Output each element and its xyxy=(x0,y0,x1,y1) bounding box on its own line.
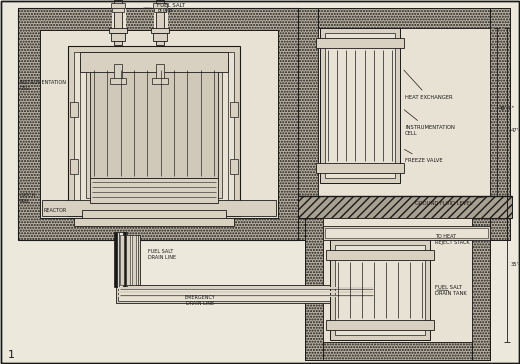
Bar xyxy=(74,218,234,226)
Bar xyxy=(126,235,130,285)
Text: REACTOR: REACTOR xyxy=(44,208,67,213)
Bar xyxy=(118,291,373,293)
Bar xyxy=(114,64,122,82)
Bar xyxy=(298,8,318,240)
Bar xyxy=(114,0,122,45)
Bar xyxy=(316,38,404,48)
Text: TO HEAT
REJECT STACK: TO HEAT REJECT STACK xyxy=(435,234,470,245)
Bar xyxy=(82,210,226,220)
Text: HEAT EXCHANGER: HEAT EXCHANGER xyxy=(404,70,452,100)
Bar xyxy=(152,78,168,84)
Text: INSTRUMENTATION
CELL: INSTRUMENTATION CELL xyxy=(20,80,67,91)
Bar xyxy=(490,8,510,240)
Bar xyxy=(118,287,373,289)
Bar xyxy=(42,200,276,216)
Bar xyxy=(305,342,490,360)
Bar xyxy=(230,159,238,174)
Text: 48'-0": 48'-0" xyxy=(499,106,515,111)
Bar xyxy=(118,295,373,297)
Bar xyxy=(153,33,167,41)
Text: 1: 1 xyxy=(8,350,15,360)
Bar xyxy=(68,46,240,216)
Text: GROUND FLUID LEVEL: GROUND FLUID LEVEL xyxy=(415,197,487,206)
Bar xyxy=(298,196,512,218)
Bar xyxy=(116,235,140,285)
Bar xyxy=(318,8,490,28)
Bar xyxy=(352,301,368,320)
Text: FUEL SALT
PUMP: FUEL SALT PUMP xyxy=(144,3,185,14)
Bar xyxy=(111,33,125,41)
Bar xyxy=(40,30,278,218)
Bar xyxy=(111,3,125,8)
Bar xyxy=(156,0,164,45)
Bar xyxy=(325,228,488,238)
Bar xyxy=(110,78,126,84)
Bar xyxy=(80,58,228,204)
Bar xyxy=(74,52,234,210)
Bar xyxy=(320,28,400,183)
Text: FREEZE VALVE: FREEZE VALVE xyxy=(405,149,443,163)
Bar xyxy=(90,68,218,178)
Bar xyxy=(330,240,430,340)
Text: CATCH
PAN: CATCH PAN xyxy=(20,193,36,204)
Bar xyxy=(112,8,126,32)
Bar xyxy=(109,28,127,33)
Bar xyxy=(325,33,395,178)
Bar xyxy=(18,8,300,240)
Text: INSTRUMENTATION
CELL: INSTRUMENTATION CELL xyxy=(404,110,455,136)
Bar xyxy=(118,235,138,285)
Bar xyxy=(305,218,323,360)
Bar xyxy=(70,102,78,117)
Bar xyxy=(112,8,124,12)
Bar xyxy=(70,159,78,174)
Bar xyxy=(154,8,168,32)
Bar xyxy=(472,218,490,360)
Bar xyxy=(123,232,126,287)
Bar xyxy=(318,28,490,196)
Bar xyxy=(153,3,167,8)
Bar xyxy=(154,8,166,12)
Bar xyxy=(117,232,127,287)
Bar xyxy=(132,235,136,285)
Bar xyxy=(86,64,222,198)
Bar xyxy=(326,320,434,330)
Text: FUEL SALT
DRAIN LINE: FUEL SALT DRAIN LINE xyxy=(148,249,176,260)
Bar xyxy=(80,52,228,72)
Bar xyxy=(323,226,490,240)
Bar xyxy=(120,235,124,285)
Bar xyxy=(118,287,373,301)
Bar xyxy=(151,28,169,33)
Bar xyxy=(156,64,164,82)
Bar xyxy=(323,218,472,342)
Bar xyxy=(90,178,218,203)
Text: EMERGENCY
DRAIN LINE: EMERGENCY DRAIN LINE xyxy=(185,295,215,306)
Bar xyxy=(114,232,118,287)
Bar xyxy=(116,285,375,303)
Bar xyxy=(316,163,404,173)
Text: FUEL SALT
DRAIN TANK: FUEL SALT DRAIN TANK xyxy=(435,285,467,296)
Text: 47'-0": 47'-0" xyxy=(511,127,520,132)
Bar xyxy=(119,232,125,287)
Bar xyxy=(350,301,370,320)
Text: 35'-0": 35'-0" xyxy=(511,262,520,268)
Bar xyxy=(335,245,425,335)
Bar xyxy=(326,250,434,260)
Bar xyxy=(230,102,238,117)
